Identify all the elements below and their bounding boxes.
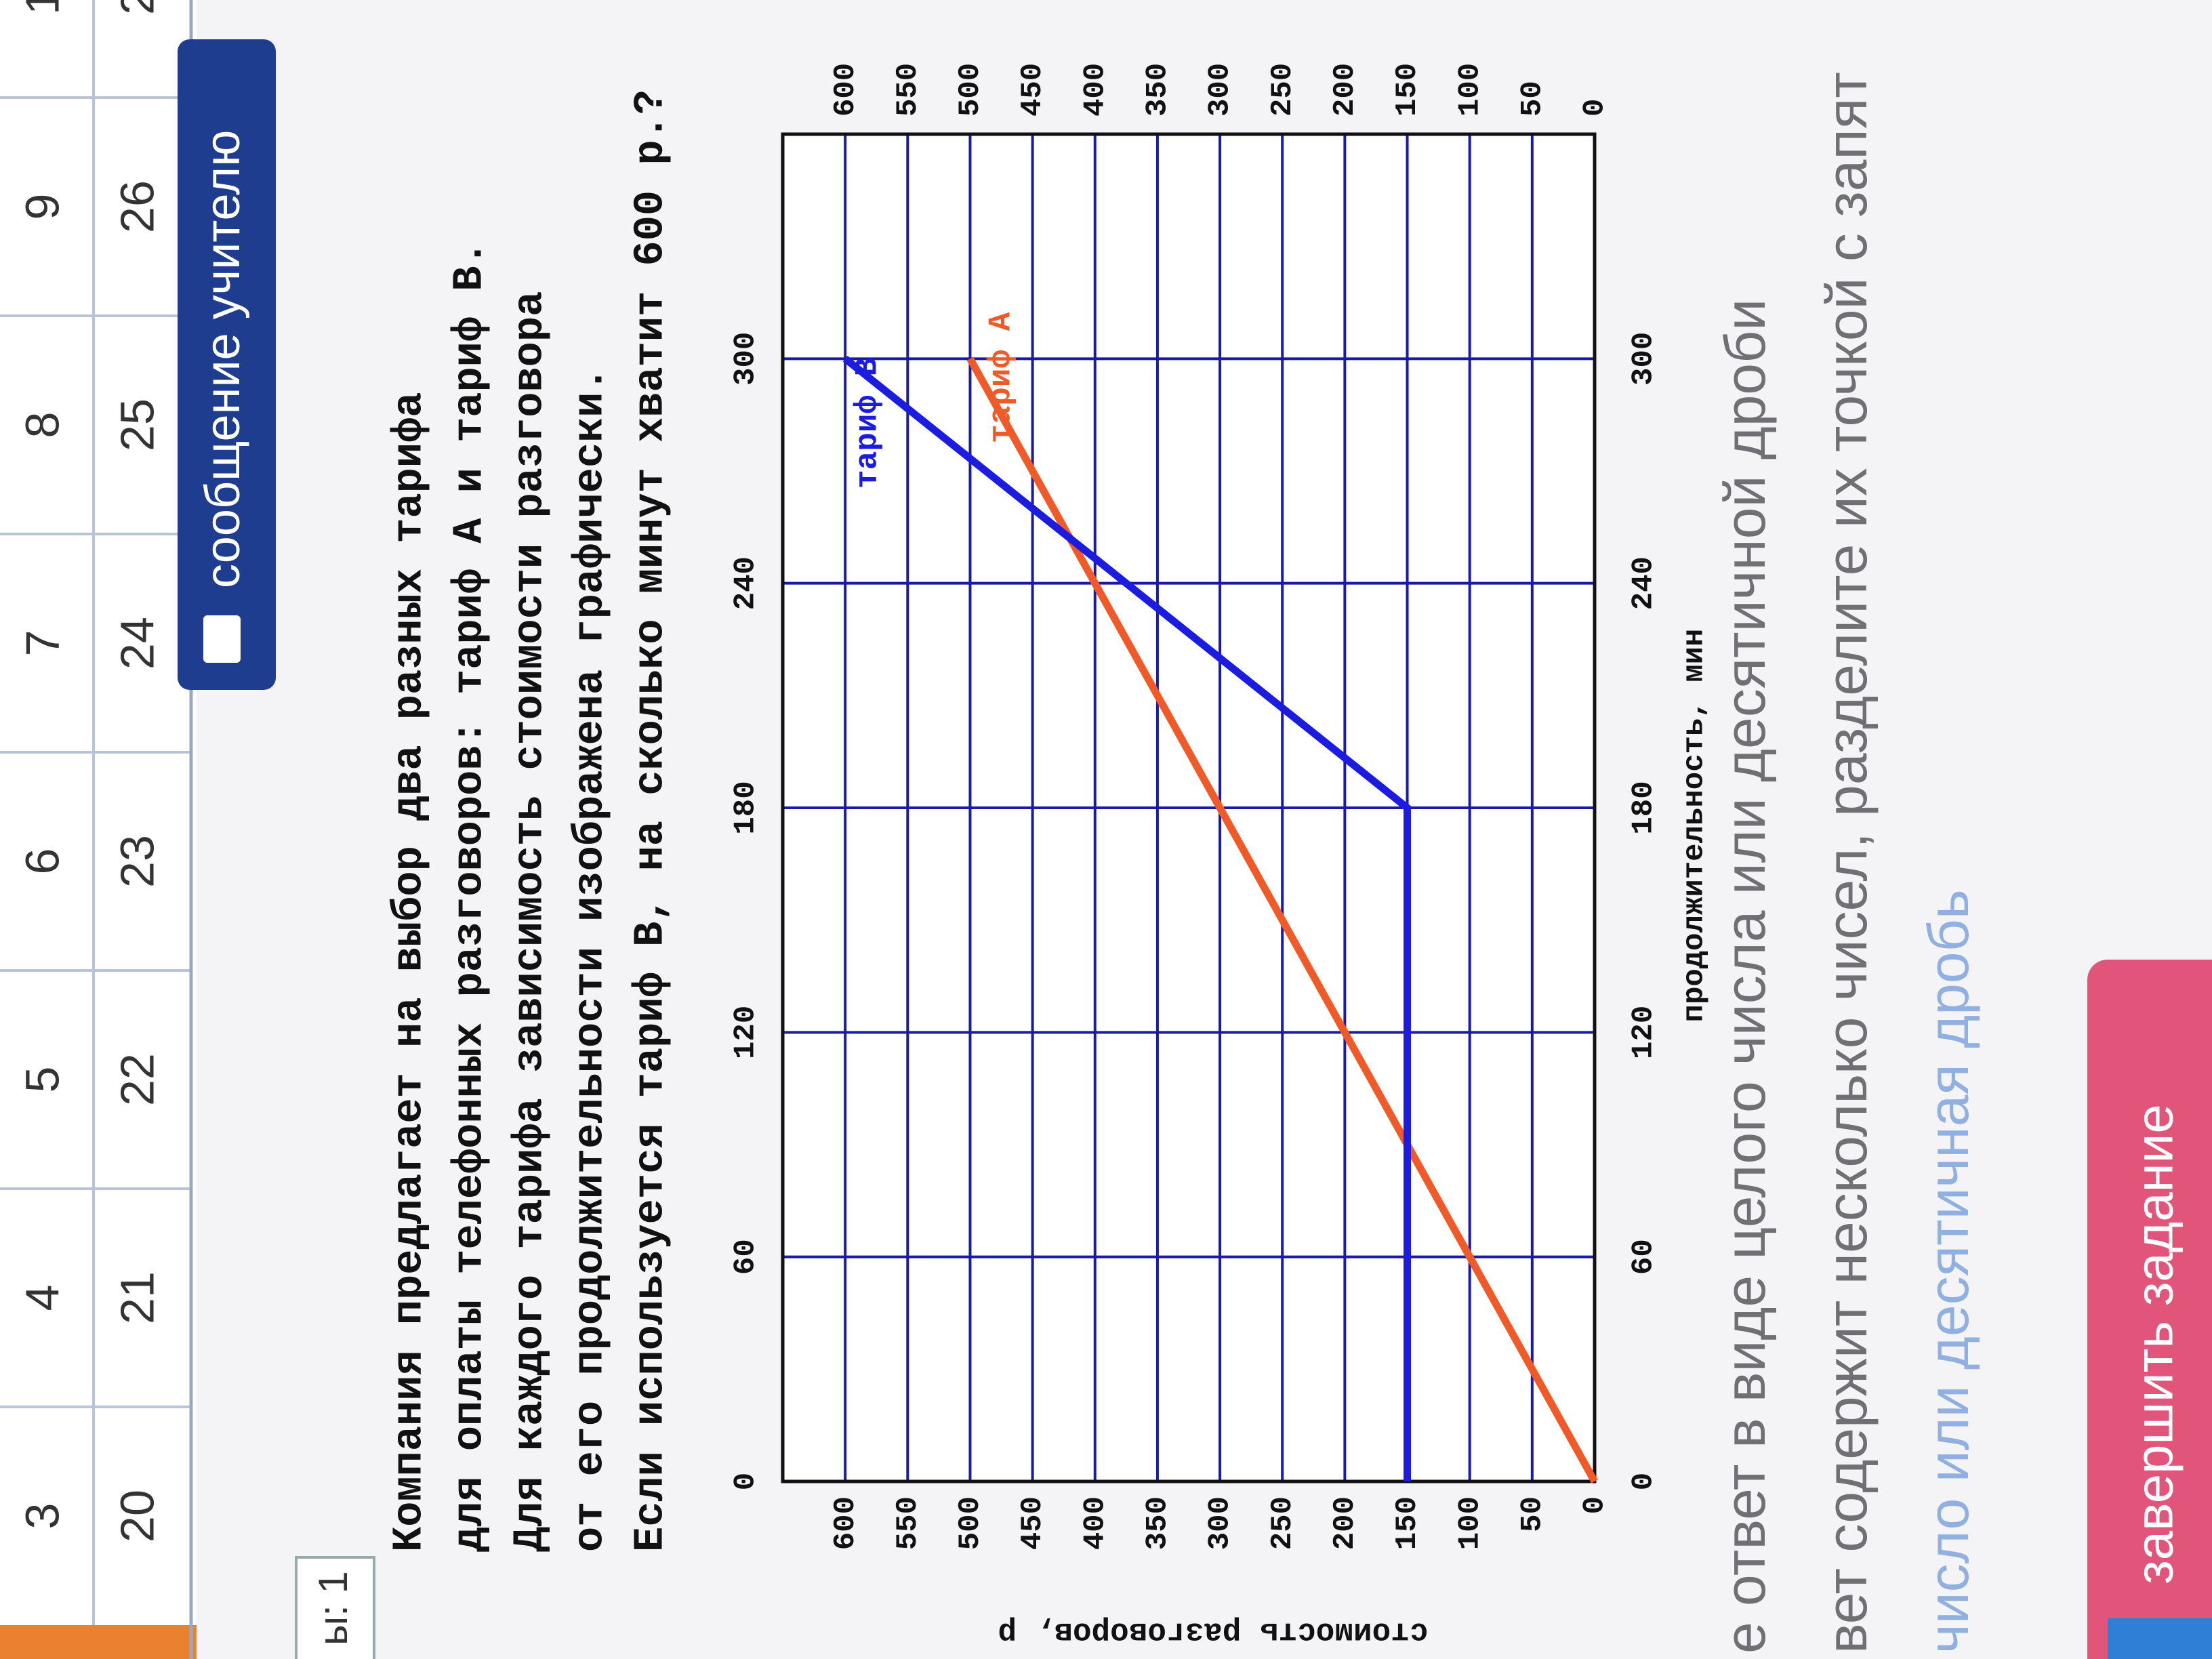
problem-line: Компания предлагает на выбор два разных … <box>385 392 433 1552</box>
table-header-cell: 6 <box>16 848 68 875</box>
y-tick-label-right: 0 <box>1578 99 1612 117</box>
series-label: тариф А <box>984 312 1019 443</box>
y-tick-label: 250 <box>1266 1496 1300 1550</box>
problem-line: от его продолжительности изображена граф… <box>566 367 614 1552</box>
table-cell: 24 <box>110 617 163 670</box>
y-tick-label: 0 <box>1578 1496 1612 1514</box>
y-tick-label: 400 <box>1078 1496 1112 1550</box>
x-tick-label-bottom: 60 <box>1627 1239 1661 1275</box>
y-tick-label: 450 <box>1016 1496 1050 1550</box>
table-cell: 27 <box>110 0 163 15</box>
task-label-box <box>295 1556 375 1659</box>
instruction-line: число или десятичная дробь <box>1917 889 1980 1654</box>
y-tick-label-right: 450 <box>1016 63 1050 117</box>
table-header-cell: 8 <box>16 412 68 438</box>
y-tick-label: 200 <box>1328 1496 1362 1550</box>
y-tick-label: 300 <box>1204 1496 1237 1550</box>
table-area <box>0 0 197 1659</box>
y-tick-label-right: 550 <box>891 63 925 117</box>
series-line <box>842 356 1412 1481</box>
task-label: ы: 1 <box>310 1571 356 1645</box>
y-tick-label: 550 <box>891 1496 925 1550</box>
y-tick-label-right: 150 <box>1391 63 1425 117</box>
message-icon <box>203 615 241 663</box>
finish-button[interactable] <box>2087 960 2212 1659</box>
y-tick-label-right: 300 <box>1204 63 1237 117</box>
table-cell: 25 <box>110 398 163 451</box>
y-tick-label-right: 100 <box>1453 63 1487 117</box>
y-tick-label-right: 400 <box>1078 63 1112 117</box>
table-cell: 21 <box>110 1271 163 1324</box>
y-tick-label: 50 <box>1515 1496 1549 1532</box>
x-tick-label-bottom: 0 <box>1627 1473 1661 1490</box>
x-tick-label: 60 <box>729 1239 763 1275</box>
x-tick-label-bottom: 180 <box>1627 781 1661 834</box>
table-header-cell: 5 <box>16 1067 68 1093</box>
y-tick-label-right: 200 <box>1328 63 1362 117</box>
x-axis-title: продолжительность, мин <box>1678 629 1712 1023</box>
table: 3 20 4 21 5 22 6 23 7 24 8 25 9 26 10 27 <box>0 0 193 1659</box>
x-tick-label: 240 <box>729 556 763 610</box>
x-tick-label-bottom: 120 <box>1627 1006 1661 1059</box>
y-tick-label: 500 <box>954 1496 987 1550</box>
problem-line: Для каждого тарифа зависимость стоимости… <box>506 291 554 1552</box>
table-cell: 23 <box>110 835 163 888</box>
plot-border <box>781 132 1597 1483</box>
chart: 0050501001001501502002002502503003003503… <box>729 63 1712 1650</box>
table-cell: 20 <box>110 1490 163 1542</box>
y-tick-label-right: 500 <box>954 63 987 117</box>
x-tick-label: 300 <box>729 332 763 386</box>
y-tick-label-right: 250 <box>1266 63 1300 117</box>
message-button-label: сообщение учителю <box>196 130 250 588</box>
instruction-line: вет содержит несколько чисел, разделите … <box>1815 72 1879 1654</box>
table-cell: 26 <box>110 180 163 233</box>
series-label: тариф В <box>850 358 885 489</box>
instruction-line: е ответ в виде целого числа или десятичн… <box>1713 299 1777 1654</box>
y-tick-label: 350 <box>1141 1496 1175 1550</box>
x-tick-label: 180 <box>729 781 763 834</box>
table-marker <box>0 1625 197 1659</box>
y-tick-label: 600 <box>829 1496 863 1550</box>
table-header-cell: 10 <box>16 0 68 15</box>
instructions: е ответ в виде целого числа или десятичн… <box>1713 72 1980 1654</box>
y-tick-label-right: 600 <box>829 63 863 117</box>
problem-line: для оплаты телефонных разговоров: тариф … <box>445 241 493 1552</box>
y-tick-label: 100 <box>1453 1496 1487 1550</box>
problem-text: Компания предлагает на выбор два разных … <box>385 89 674 1552</box>
x-tick-label-bottom: 240 <box>1627 556 1661 610</box>
table-header-cell: 4 <box>16 1285 68 1311</box>
y-tick-label: 150 <box>1391 1496 1425 1550</box>
table-header-cell: 9 <box>16 194 68 220</box>
y-axis-title: стоимость разговоров, р <box>998 1614 1429 1650</box>
table-header-cell: 7 <box>16 630 68 657</box>
x-tick-label: 120 <box>729 1006 763 1059</box>
table-cell: 22 <box>110 1053 163 1106</box>
x-tick-label: 0 <box>729 1473 763 1490</box>
table-header-cell: 3 <box>16 1503 68 1530</box>
y-tick-label-right: 50 <box>1515 81 1549 117</box>
side-tab <box>2108 1618 2212 1659</box>
message-button[interactable] <box>178 39 276 690</box>
y-tick-label-right: 350 <box>1141 63 1175 117</box>
finish-button-label: завершить задание <box>2125 1104 2184 1584</box>
problem-line: Если используется тариф В, на сколько ми… <box>626 89 674 1552</box>
x-tick-label-bottom: 300 <box>1627 332 1661 386</box>
